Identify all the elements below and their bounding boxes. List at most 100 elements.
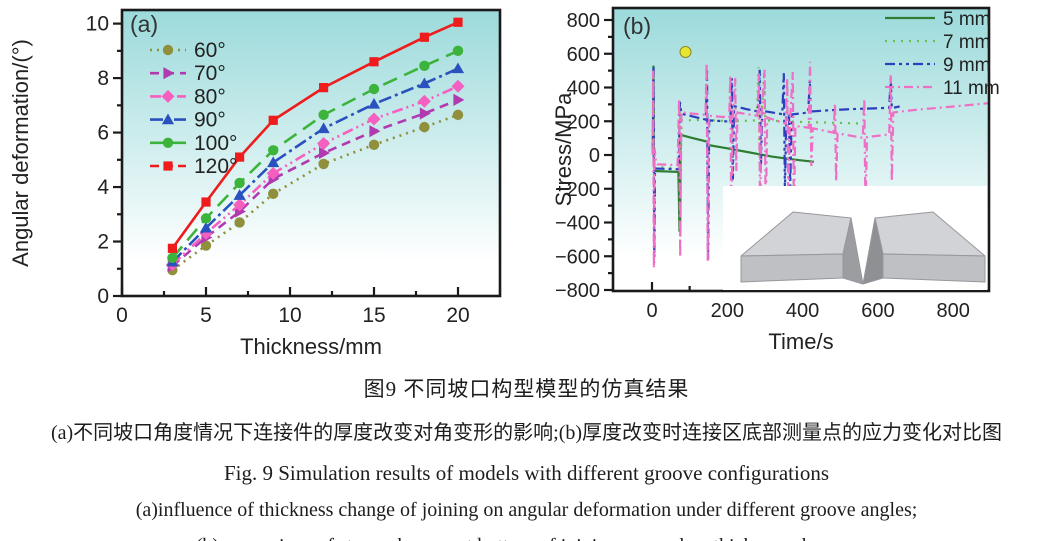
y-tick-label: 0	[97, 285, 109, 308]
right-plate-front	[882, 253, 986, 283]
plot-frame	[611, 6, 991, 293]
caption-zh-subtitle: (a)不同坡口角度情况下连接件的厚度改变对角变形的影响;(b)厚度改变时连接区底…	[50, 422, 1003, 444]
series-line-100°	[171, 49, 459, 259]
series-marker-100°	[200, 213, 212, 224]
series-marker-90°	[451, 62, 465, 74]
series-marker-100°	[234, 177, 245, 189]
caption-en-subtitle-a: (a)influence of thickness change of join…	[135, 499, 918, 521]
series-marker-120°	[201, 197, 211, 207]
series-line-7-mm	[651, 67, 863, 264]
series-line-90°	[171, 67, 459, 263]
series-marker-60°	[234, 217, 245, 228]
y-tick-label: 8	[97, 67, 109, 90]
y-tick-label: −400	[555, 213, 600, 235]
panel-label: (a)	[130, 11, 158, 37]
y-tick-label: −600	[555, 246, 600, 268]
series-line-120°	[171, 21, 459, 250]
series-marker-90°	[267, 156, 280, 168]
series-marker-90°	[367, 97, 381, 109]
legend-marker-70°	[163, 67, 175, 80]
series-marker-60°	[200, 240, 212, 251]
series-line-9-mm	[651, 67, 900, 260]
tick-labels: 0 200 400 600 800 800 600 400 200 0 −200 −400 −600 −8…	[555, 10, 970, 322]
series-marker-90°	[199, 221, 213, 233]
y-tick-label: 0	[589, 145, 600, 167]
y-tick-label: 4	[97, 176, 109, 199]
series-marker-60°	[368, 139, 380, 151]
series-marker-120°	[167, 243, 177, 253]
series-marker-60°	[268, 188, 279, 200]
x-tick-label: 15	[362, 304, 385, 327]
legend-label: 80°	[194, 85, 226, 108]
series-marker-70°	[453, 93, 465, 106]
x-tick-label: 5	[200, 304, 212, 327]
y-tick-label: 600	[567, 44, 600, 66]
plot-frame	[120, 8, 502, 298]
x-tick-label: 0	[116, 304, 128, 327]
series-marker-100°	[268, 145, 279, 156]
panelB-svg: 0 200 400 600 800 800 600 400 200 0 −200 −400 −600 −8…	[551, 6, 1000, 354]
groove-right-wall	[862, 217, 884, 285]
chart-stress-time: 0 200 400 600 800 800 600 400 200 0 −200 −400 −600 −8…	[551, 0, 1053, 367]
x-axis-label: Time/s	[768, 329, 833, 354]
y-tick-label: 800	[567, 10, 600, 32]
series-marker-100°	[167, 252, 178, 264]
series-marker-80°	[233, 198, 247, 212]
groove-model-inset	[679, 46, 987, 290]
series-group	[165, 17, 465, 276]
series-marker-120°	[268, 115, 278, 125]
legend-label: 9 mm	[943, 55, 991, 76]
series-marker-100°	[368, 83, 380, 95]
legend-marker-90°	[161, 113, 175, 125]
figure-panels: 0 5 10 15 20 0 2 4 6 8 10 Thickness/mm Angular defor…	[0, 0, 1053, 367]
legend-marker-120°	[163, 161, 173, 171]
panelA-svg: 0 5 10 15 20 0 2 4 6 8 10 Thickness/mm Angular defor…	[8, 8, 502, 359]
legend-label: 70°	[194, 62, 226, 85]
x-tick-label: 400	[786, 300, 819, 322]
x-axis-label: Thickness/mm	[240, 334, 382, 359]
y-tick-label: 2	[97, 231, 109, 254]
series-marker-90°	[317, 122, 330, 134]
legend-label: 11 mm	[943, 78, 1000, 99]
left-plate-front	[740, 253, 844, 283]
y-tick-label: −800	[555, 280, 600, 302]
series-marker-100°	[452, 45, 464, 57]
series-group	[651, 61, 989, 269]
series-marker-60°	[318, 158, 329, 170]
series-marker-80°	[317, 136, 331, 150]
series-marker-80°	[266, 166, 280, 180]
x-tick-label: 800	[937, 300, 970, 322]
y-axis-label: Angular deformation/(°)	[8, 39, 33, 267]
legend-label: 90°	[194, 109, 226, 132]
legend-label: 7 mm	[943, 32, 991, 53]
series-marker-70°	[319, 146, 330, 160]
series-marker-60°	[419, 121, 430, 133]
legend-label: 100°	[194, 132, 237, 155]
groove-model	[740, 211, 986, 285]
panel-label: (b)	[623, 13, 651, 39]
y-tick-label: 200	[567, 111, 600, 133]
series-marker-120°	[319, 83, 329, 93]
legend-label: 5 mm	[943, 9, 991, 30]
series-marker-120°	[453, 17, 463, 27]
legend-marker-100°	[162, 137, 174, 148]
measuring-point-dot	[679, 46, 692, 58]
figure-captions: 图9 不同坡口构型模型的仿真结果 (a)不同坡口角度情况下连接件的厚度改变对角变…	[0, 373, 1053, 541]
legend-label: 60°	[194, 39, 226, 62]
series-marker-90°	[233, 189, 246, 200]
series-marker-70°	[419, 107, 431, 120]
axis-ticks	[113, 22, 460, 298]
x-tick-label: 10	[278, 304, 301, 327]
chart-angular-deformation: 0 5 10 15 20 0 2 4 6 8 10 Thickness/mm Angular defor…	[0, 0, 545, 367]
series-marker-120°	[369, 57, 379, 67]
series-marker-100°	[419, 60, 430, 72]
groove-left-wall	[842, 217, 864, 285]
series-marker-70°	[369, 125, 381, 138]
series-marker-80°	[417, 94, 431, 108]
caption-en-subtitle-b: (b)comparison of stress changes at botto…	[0, 535, 1053, 541]
series-marker-100°	[318, 109, 329, 121]
series-marker-60°	[452, 109, 464, 121]
y-tick-label: 6	[97, 122, 109, 145]
